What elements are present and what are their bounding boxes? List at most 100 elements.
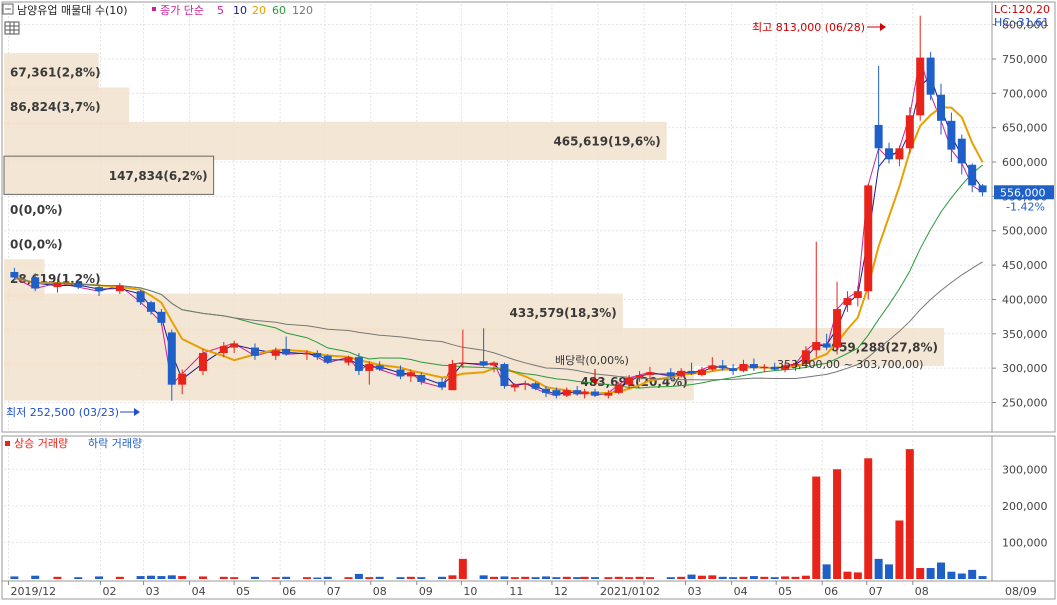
volume-bar[interactable] — [198, 576, 207, 579]
volume-bar[interactable] — [614, 576, 623, 579]
volume-bar[interactable] — [874, 558, 883, 579]
volume-bar[interactable] — [500, 576, 509, 579]
volume-bar[interactable] — [833, 469, 842, 579]
candle-body[interactable] — [666, 372, 675, 377]
candle-body[interactable] — [490, 362, 499, 366]
volume-bar[interactable] — [95, 576, 104, 579]
candle-body[interactable] — [947, 120, 956, 150]
volume-bar[interactable] — [490, 576, 499, 579]
volume-bar[interactable] — [521, 576, 530, 579]
volume-bar[interactable] — [115, 576, 124, 579]
candle-body[interactable] — [365, 364, 374, 371]
candle-body[interactable] — [936, 94, 945, 121]
candle-body[interactable] — [313, 353, 322, 358]
volume-bar[interactable] — [479, 575, 488, 579]
candle-body[interactable] — [458, 362, 467, 365]
candle-body[interactable] — [853, 291, 862, 299]
candle-body[interactable] — [396, 369, 405, 377]
candle-body[interactable] — [708, 365, 717, 370]
volume-bar[interactable] — [74, 577, 83, 579]
candle-body[interactable] — [157, 311, 166, 323]
volume-bar[interactable] — [635, 576, 644, 579]
candle-body[interactable] — [354, 357, 363, 371]
candle-body[interactable] — [625, 377, 634, 385]
ma5-label[interactable]: 5 — [217, 4, 224, 17]
volume-bar[interactable] — [885, 564, 894, 579]
volume-bar[interactable] — [562, 576, 571, 579]
candle-body[interactable] — [271, 350, 280, 356]
candle-body[interactable] — [406, 372, 415, 377]
volume-bar[interactable] — [230, 577, 239, 579]
volume-bar[interactable] — [812, 476, 821, 579]
candle-body[interactable] — [74, 282, 83, 288]
volume-bar[interactable] — [936, 562, 945, 579]
volume-bar[interactable] — [978, 576, 987, 579]
volume-bar[interactable] — [375, 576, 384, 579]
candle-body[interactable] — [438, 381, 447, 388]
candle-body[interactable] — [822, 343, 831, 348]
candle-body[interactable] — [573, 390, 582, 395]
volume-bar[interactable] — [438, 576, 447, 579]
volume-bar[interactable] — [510, 577, 519, 579]
volume-bar[interactable] — [136, 576, 145, 579]
volume-bar[interactable] — [604, 577, 613, 579]
volume-bar[interactable] — [323, 576, 332, 579]
volume-bar[interactable] — [417, 577, 426, 579]
candle-body[interactable] — [978, 185, 987, 193]
volume-bar[interactable] — [791, 576, 800, 579]
candle-body[interactable] — [302, 353, 311, 355]
candle-body[interactable] — [417, 375, 426, 382]
candle-body[interactable] — [687, 370, 696, 374]
table-icon[interactable] — [4, 21, 20, 35]
volume-bar[interactable] — [573, 577, 582, 579]
volume-bar[interactable] — [271, 577, 280, 579]
candle-body[interactable] — [885, 148, 894, 160]
volume-bar[interactable] — [31, 575, 40, 579]
volume-bar[interactable] — [282, 576, 291, 579]
volume-bar[interactable] — [354, 573, 363, 579]
volume-bar[interactable] — [677, 576, 686, 579]
volume-bar[interactable] — [344, 577, 353, 579]
candle-body[interactable] — [749, 364, 758, 369]
candle-body[interactable] — [230, 343, 239, 348]
candle-body[interactable] — [635, 375, 644, 378]
candle-body[interactable] — [521, 383, 530, 385]
candle-body[interactable] — [968, 164, 977, 186]
candle-body[interactable] — [95, 287, 104, 292]
candle-body[interactable] — [31, 277, 40, 289]
candle-body[interactable] — [718, 365, 727, 369]
candle-body[interactable] — [542, 388, 551, 393]
candle-body[interactable] — [770, 366, 779, 370]
volume-bar[interactable] — [801, 575, 810, 579]
candle-body[interactable] — [739, 364, 748, 371]
candle-body[interactable] — [323, 355, 332, 363]
volume-bar[interactable] — [947, 571, 956, 579]
candle-body[interactable] — [760, 366, 769, 369]
volume-bar[interactable] — [864, 458, 873, 579]
volume-bar[interactable] — [147, 575, 156, 579]
candle-body[interactable] — [552, 390, 561, 396]
candle-body[interactable] — [677, 370, 686, 377]
volume-bar[interactable] — [749, 576, 758, 579]
volume-bar[interactable] — [718, 576, 727, 579]
candle-body[interactable] — [375, 365, 384, 370]
volume-bar[interactable] — [916, 568, 925, 579]
candle-body[interactable] — [864, 185, 873, 292]
volume-bar[interactable] — [591, 577, 600, 579]
volume-bar[interactable] — [853, 572, 862, 579]
candle-body[interactable] — [957, 138, 966, 164]
volume-bar[interactable] — [448, 575, 457, 579]
volume-bar[interactable] — [167, 575, 176, 579]
candle-body[interactable] — [250, 347, 259, 356]
candle-body[interactable] — [562, 390, 571, 396]
candle-body[interactable] — [801, 350, 810, 365]
volume-bar[interactable] — [458, 558, 467, 579]
volume-bar[interactable] — [708, 575, 717, 579]
volume-bar[interactable] — [313, 577, 322, 579]
volume-bar[interactable] — [729, 577, 738, 579]
collapse-icon[interactable] — [2, 3, 14, 15]
candle-body[interactable] — [479, 361, 488, 366]
volume-bar[interactable] — [625, 577, 634, 579]
candle-body[interactable] — [781, 365, 790, 370]
volume-bar[interactable] — [365, 577, 374, 579]
